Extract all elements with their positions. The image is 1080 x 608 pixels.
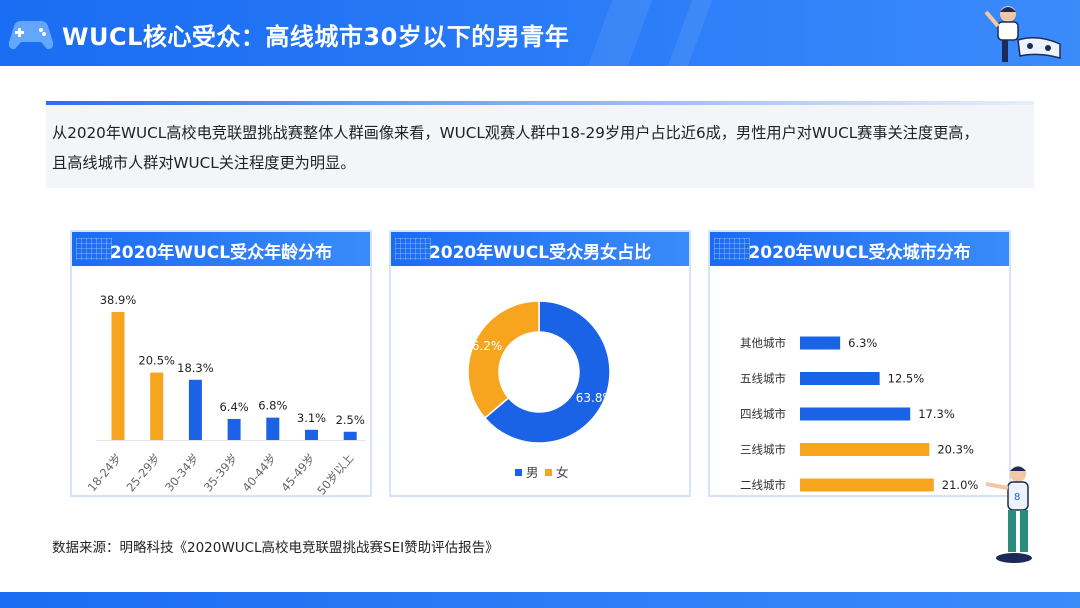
age-bar — [343, 431, 357, 440]
city-bar — [800, 372, 880, 385]
panel-header: 2020年WUCL受众城市分布 — [710, 232, 1009, 266]
player-figure-icon: 8 — [985, 466, 1032, 563]
age-tick-label: 40-44岁 — [239, 451, 279, 494]
header-bar: WUCL核心受众：高线城市30岁以下的男青年 — [0, 0, 1080, 66]
city-chart-title: 2020年WUCL受众城市分布 — [748, 243, 971, 263]
city-value-label: 21.0% — [942, 478, 979, 492]
gender-legend-label: 女 — [556, 465, 569, 480]
age-tick-label: 45-49岁 — [278, 451, 318, 494]
age-tick-label: 30-34岁 — [162, 451, 202, 494]
panel-header: 2020年WUCL受众男女占比 — [391, 232, 689, 266]
footer-bar — [0, 592, 1080, 608]
panel-header-decoration — [76, 238, 112, 260]
city-bar — [800, 336, 841, 350]
city-value-label: 20.3% — [937, 443, 974, 457]
age-tick-label: 50岁以上 — [314, 451, 356, 495]
city-value-label: 17.3% — [918, 407, 955, 421]
city-category-label: 二线城市 — [740, 478, 786, 492]
city-bar — [800, 478, 934, 492]
city-value-label: 6.3% — [848, 336, 877, 350]
gender-legend-swatch — [515, 469, 522, 476]
age-chart-title: 2020年WUCL受众年龄分布 — [109, 243, 333, 263]
gender-value-label: 63.8% — [576, 391, 614, 405]
gender-ratio-panel: 2020年WUCL受众男女占比 63.8% 36.2% 男 女 — [389, 230, 691, 497]
page-title: WUCL核心受众：高线城市30岁以下的男青年 — [62, 23, 570, 51]
gender-slice — [483, 300, 611, 444]
gender-slice — [467, 300, 540, 419]
city-category-label: 四线城市 — [740, 407, 786, 421]
header-decoration — [587, 0, 653, 66]
gender-legend-label: 男 — [526, 465, 539, 480]
age-bar — [266, 417, 280, 440]
city-category-label: 其他城市 — [740, 336, 786, 350]
gender-chart-title: 2020年WUCL受众男女占比 — [428, 243, 652, 263]
panel-header: 2020年WUCL受众年龄分布 — [72, 232, 370, 266]
age-value-label: 18.3% — [177, 361, 214, 375]
data-source: 数据来源：明略科技《2020WUCL高校电竞联盟挑战赛SEI赞助评估报告》 — [52, 540, 499, 556]
city-category-label: 三线城市 — [740, 443, 786, 457]
gender-donut-chart: 63.8% 36.2% 男 女 — [464, 300, 614, 480]
panel-header-decoration — [714, 238, 750, 260]
gender-legend-swatch — [545, 469, 552, 476]
age-value-label: 38.9% — [100, 293, 137, 307]
description-divider — [46, 101, 1034, 105]
gender-value-label: 36.2% — [464, 339, 502, 353]
age-distribution-panel: 2020年WUCL受众年龄分布 38.9% 18-24岁 20.5% 25-29岁 18… — [70, 230, 372, 497]
city-category-label: 五线城市 — [740, 372, 786, 386]
description-line: 从2020年WUCL高校电竞联盟挑战赛整体人群画像来看，WUCL观赛人群中18-… — [52, 124, 979, 142]
city-bar — [800, 407, 911, 421]
description-line: 且高线城市人群对WUCL关注程度更为明显。 — [52, 154, 356, 172]
city-bar — [800, 443, 930, 456]
age-value-label: 3.1% — [297, 411, 326, 425]
age-bar — [111, 312, 125, 440]
description-box: 从2020年WUCL高校电竞联盟挑战赛整体人群画像来看，WUCL观赛人群中18-… — [46, 101, 1034, 188]
age-value-label: 6.8% — [258, 399, 287, 413]
age-value-label: 6.4% — [219, 400, 248, 414]
age-value-label: 2.5% — [336, 413, 365, 427]
svg-text:8: 8 — [1014, 492, 1020, 503]
game-controller-icon — [8, 20, 54, 50]
age-tick-label: 18-24岁 — [85, 451, 125, 494]
age-bar — [305, 429, 318, 440]
header-decoration — [667, 0, 713, 66]
panel-header-decoration — [395, 238, 431, 260]
description-text: 从2020年WUCL高校电竞联盟挑战赛整体人群画像来看，WUCL观赛人群中18-… — [52, 118, 1032, 178]
age-bar — [150, 372, 164, 440]
city-value-label: 12.5% — [888, 372, 925, 386]
age-bar-chart: 38.9% 18-24岁 20.5% 25-29岁 18.3% 30-34岁 6.4% 35-… — [85, 293, 366, 495]
age-bar — [227, 418, 241, 440]
age-bar — [188, 379, 202, 440]
city-distribution-panel: 2020年WUCL受众城市分布 其他城市 6.3% 五线城市 12.5% 四线城市 17.… — [708, 230, 1011, 497]
city-bar-chart: 其他城市 6.3% 五线城市 12.5% 四线城市 17.3% 三线城市 20.3% 二线城市 2… — [740, 336, 979, 492]
age-tick-label: 25-29岁 — [123, 451, 163, 494]
age-tick-label: 35-39岁 — [201, 451, 241, 494]
gamer-illustration-icon — [984, 6, 1061, 62]
age-value-label: 20.5% — [138, 354, 175, 368]
